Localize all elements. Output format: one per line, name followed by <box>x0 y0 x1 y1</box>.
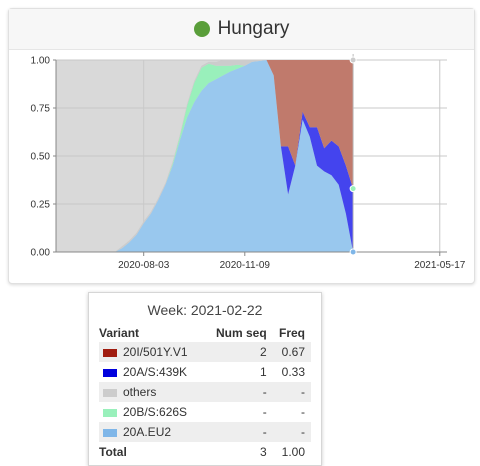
variant-cell: 20A/S:439K <box>99 362 205 382</box>
freq-cell: 0.33 <box>281 365 305 379</box>
hover-marker <box>349 248 357 256</box>
variant-cell: 20I/501Y.V1 <box>99 342 205 362</box>
area-chart[interactable]: 0.00 0.25 0.50 0.75 1.00 2020-08-03 2020-11-09… <box>0 0 480 290</box>
country-dot-icon <box>193 21 210 37</box>
hover-marker <box>349 185 357 193</box>
card-header: Hungary <box>9 9 474 50</box>
y-tick-label: 0.75 <box>31 104 51 115</box>
variant-cell: others <box>99 382 205 402</box>
tooltip-row: 20A.EU2 - - <box>99 422 311 442</box>
x-tick-label: 2020-08-03 <box>118 260 170 271</box>
total-num-seq: 3 <box>260 445 267 459</box>
num-seq-header: Num seq <box>216 326 267 340</box>
num-seq-cell: 1 <box>260 365 267 379</box>
tooltip-title: Week: 2021-02-22 <box>147 302 263 318</box>
hover-marker <box>349 56 357 64</box>
num-seq-cell: - <box>204 382 273 402</box>
variant-name: others <box>123 385 157 399</box>
num-seq-cell: - <box>262 405 267 419</box>
tooltip-row: 20I/501Y.V1 2 0.67 <box>99 342 311 362</box>
tooltip-row: 20B/S:626S - - <box>99 402 311 422</box>
variant-swatch-icon <box>103 368 117 377</box>
y-tick-label: 0.25 <box>31 200 51 211</box>
freq-cell: 0.67 <box>272 342 311 362</box>
series-area-0 <box>114 60 354 252</box>
variant-cell: 20A.EU2 <box>99 422 205 442</box>
y-tick-label: 0.50 <box>31 152 51 163</box>
tooltip-header-row: Variant Num seq Freq <box>99 324 311 342</box>
variant-header: Variant <box>99 326 140 340</box>
variant-swatch-icon <box>103 348 117 357</box>
num-seq-cell: - <box>204 422 273 442</box>
variant-swatch-icon <box>103 388 117 397</box>
week-tooltip: Week: 2021-02-22 Variant Num seq Freq 20… <box>88 292 322 466</box>
variant-name: 20B/S:626S <box>123 405 188 419</box>
series-area-4 <box>114 60 354 252</box>
variant-name: 20I/501Y.V1 <box>123 345 188 359</box>
variant-cell: 20B/S:626S <box>99 402 205 422</box>
country-title: Hungary <box>217 18 290 39</box>
variant-swatch-icon <box>103 428 117 437</box>
variant-name: 20A/S:439K <box>123 365 188 379</box>
y-tick-label: 1.00 <box>31 56 51 67</box>
total-freq: 1.00 <box>281 445 305 459</box>
x-tick-label: 2020-11-09 <box>220 260 271 271</box>
variant-swatch-icon <box>103 408 117 417</box>
freq-cell: - <box>272 422 311 442</box>
x-tick-label: 2021-05-17 <box>414 260 466 271</box>
variant-name: 20A.EU2 <box>123 425 172 439</box>
total-label: Total <box>99 445 127 459</box>
tooltip-row: 20A/S:439K 1 0.33 <box>99 362 311 382</box>
total-row: Total 3 1.00 <box>99 442 311 462</box>
tooltip-row: others - - <box>99 382 311 402</box>
num-seq-cell: 2 <box>204 342 273 362</box>
freq-cell: - <box>272 382 311 402</box>
tooltip-table: Variant Num seq Freq 20I/501Y.V1 2 0.67 20A… <box>99 324 311 462</box>
y-tick-label: 0.00 <box>31 248 51 259</box>
freq-cell: - <box>301 405 305 419</box>
freq-header: Freq <box>278 326 305 340</box>
